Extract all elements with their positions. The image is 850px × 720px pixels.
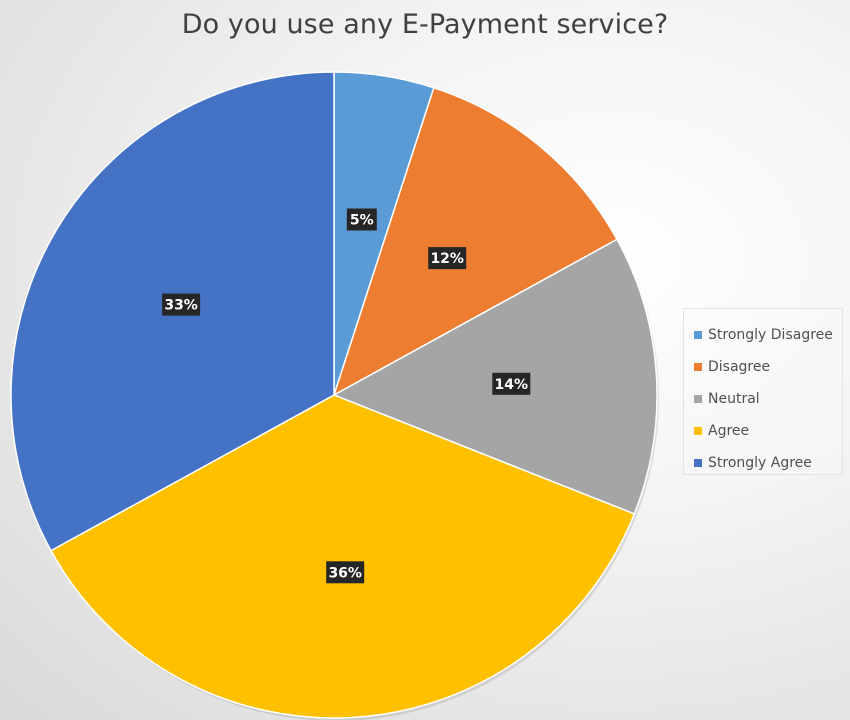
data-label-text: 33% bbox=[164, 298, 198, 314]
legend-label: Strongly Disagree bbox=[708, 327, 833, 343]
legend-item-strongly-disagree: Strongly Disagree bbox=[694, 319, 842, 351]
legend-swatch bbox=[694, 427, 702, 435]
data-label-strongly-disagree: 5% bbox=[346, 208, 377, 231]
legend-swatch bbox=[694, 363, 702, 371]
data-label-box bbox=[346, 208, 377, 231]
data-label-text: 12% bbox=[430, 251, 464, 267]
legend-label: Strongly Agree bbox=[708, 455, 812, 471]
legend-item-disagree: Disagree bbox=[694, 351, 842, 383]
legend-label: Neutral bbox=[708, 391, 760, 407]
legend-item-neutral: Neutral bbox=[694, 383, 842, 415]
legend-swatch bbox=[694, 459, 702, 467]
data-label-disagree: 12% bbox=[428, 247, 467, 270]
legend-label: Agree bbox=[708, 423, 750, 439]
chart-title: Do you use any E-Payment service? bbox=[181, 9, 669, 40]
legend-item-agree: Agree bbox=[694, 415, 842, 447]
data-label-box bbox=[492, 372, 531, 395]
pie-slice-disagree bbox=[332, 86, 619, 397]
data-label-text: 5% bbox=[350, 213, 374, 229]
legend-label: Disagree bbox=[708, 359, 771, 375]
legend-swatch bbox=[694, 395, 702, 403]
data-label-text: 36% bbox=[328, 565, 362, 581]
data-label-box bbox=[326, 561, 365, 584]
data-label-strongly-agree: 33% bbox=[162, 293, 201, 316]
data-label-agree: 36% bbox=[326, 561, 365, 584]
data-label-text: 14% bbox=[495, 377, 529, 393]
legend-swatch bbox=[694, 331, 702, 339]
data-label-neutral: 14% bbox=[492, 372, 531, 395]
chart-legend: Strongly Disagree Disagree Neutral Agree Str… bbox=[683, 308, 843, 475]
data-label-box bbox=[162, 293, 201, 316]
legend-item-strongly-agree: Strongly Agree bbox=[694, 447, 842, 479]
pie-slice-agree bbox=[49, 394, 636, 719]
data-label-box bbox=[428, 247, 467, 270]
